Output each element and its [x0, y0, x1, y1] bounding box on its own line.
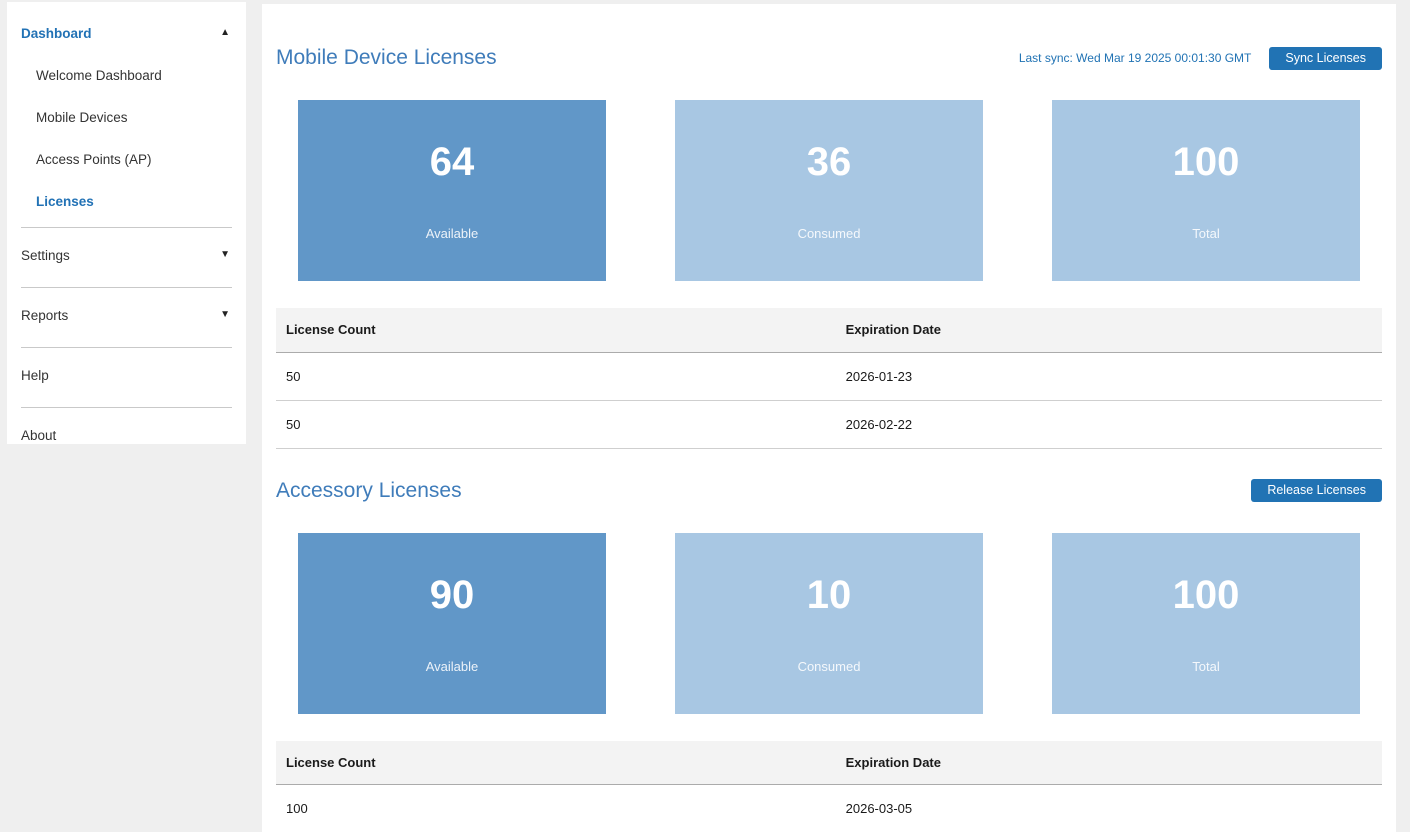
mobile-licenses-table: License Count Expiration Date 50 2026-01…: [276, 308, 1382, 449]
sidebar-item-label: Mobile Devices: [36, 109, 128, 125]
stat-card-total: 100 Total: [1052, 100, 1360, 281]
expiration-date-cell: 2026-03-05: [835, 784, 1382, 832]
table-header-row: License Count Expiration Date: [276, 308, 1382, 353]
table-row: 50 2026-01-23: [276, 352, 1382, 401]
stat-value: 36: [806, 140, 852, 184]
stat-label: Consumed: [797, 658, 861, 674]
accessory-licenses-table: License Count Expiration Date 100 2026-0…: [276, 740, 1382, 832]
table-header-row: License Count Expiration Date: [276, 740, 1382, 785]
column-header-license-count: License Count: [276, 308, 836, 353]
release-licenses-button[interactable]: Release Licenses: [1251, 479, 1382, 502]
sidebar-divider: [21, 287, 232, 288]
mobile-section-title: Mobile Device Licenses: [276, 46, 497, 69]
sidebar: Dashboard ▲ Welcome Dashboard Mobile Dev…: [7, 2, 246, 444]
column-header-expiration-date: Expiration Date: [835, 308, 1382, 353]
sidebar-item-help[interactable]: Help: [7, 348, 246, 402]
sidebar-item-mobile-devices[interactable]: Mobile Devices: [7, 96, 246, 138]
stat-label: Total: [1192, 658, 1220, 674]
stat-value: 10: [806, 572, 852, 617]
sidebar-divider: [21, 227, 232, 228]
sidebar-item-label: About: [21, 427, 57, 443]
stat-card-total: 100 Total: [1052, 532, 1360, 714]
sidebar-group-settings-label: Settings: [21, 247, 70, 263]
chevron-down-icon: ▼: [220, 249, 230, 260]
stat-value: 90: [429, 572, 475, 617]
sidebar-group-reports-label: Reports: [21, 307, 69, 323]
main-content: Mobile Device Licenses Last sync: Wed Ma…: [262, 4, 1396, 832]
column-header-license-count: License Count: [276, 740, 836, 785]
stat-label: Available: [425, 226, 479, 241]
accessory-licenses-section: Accessory Licenses Release Licenses 90 A…: [276, 449, 1382, 832]
license-count-cell: 50: [276, 400, 836, 449]
sidebar-item-label: Access Points (AP): [36, 151, 152, 167]
table-row: 50 2026-02-22: [276, 400, 1382, 449]
license-count-cell: 100: [276, 784, 836, 832]
sidebar-group-dashboard-label: Dashboard: [21, 25, 92, 41]
stat-value: 100: [1172, 572, 1240, 617]
sidebar-item-licenses[interactable]: Licenses: [7, 180, 246, 222]
sidebar-divider: [21, 407, 232, 408]
stat-card-consumed: 10 Consumed: [675, 532, 983, 714]
sidebar-item-about[interactable]: About: [7, 408, 246, 462]
table-row: 100 2026-03-05: [276, 784, 1382, 832]
stat-card-consumed: 36 Consumed: [675, 100, 983, 281]
column-header-expiration-date: Expiration Date: [835, 740, 1382, 785]
sidebar-item-label: Help: [21, 367, 49, 383]
mobile-device-licenses-section: Mobile Device Licenses Last sync: Wed Ma…: [276, 4, 1382, 449]
stat-card-available: 90 Available: [298, 532, 606, 714]
sidebar-item-access-points[interactable]: Access Points (AP): [7, 138, 246, 180]
stat-label: Available: [425, 658, 479, 674]
chevron-up-icon: ▲: [220, 27, 230, 38]
stat-label: Consumed: [797, 226, 861, 241]
stat-value: 64: [429, 140, 475, 184]
sidebar-group-settings[interactable]: Settings ▼: [7, 228, 246, 282]
sidebar-group-dashboard[interactable]: Dashboard ▲: [7, 12, 246, 54]
sidebar-item-label: Licenses: [36, 193, 94, 209]
expiration-date-cell: 2026-02-22: [835, 400, 1382, 449]
accessory-section-title: Accessory Licenses: [276, 478, 462, 502]
mobile-stat-cards: 64 Available 36 Consumed 100 Total: [276, 100, 1382, 281]
last-sync-status: Last sync: Wed Mar 19 2025 00:01:30 GMT: [1018, 51, 1252, 65]
stat-label: Total: [1192, 226, 1220, 241]
accessory-stat-cards: 90 Available 10 Consumed 100 Total: [276, 532, 1382, 714]
sidebar-divider: [21, 347, 232, 348]
sync-licenses-button[interactable]: Sync Licenses: [1269, 46, 1382, 70]
sidebar-item-welcome-dashboard[interactable]: Welcome Dashboard: [7, 54, 246, 96]
stat-value: 100: [1172, 140, 1240, 184]
sidebar-item-label: Welcome Dashboard: [36, 67, 162, 83]
sidebar-group-reports[interactable]: Reports ▼: [7, 288, 246, 342]
chevron-down-icon: ▼: [220, 309, 230, 320]
stat-card-available: 64 Available: [298, 100, 606, 281]
license-count-cell: 50: [276, 352, 836, 401]
expiration-date-cell: 2026-01-23: [835, 352, 1382, 401]
